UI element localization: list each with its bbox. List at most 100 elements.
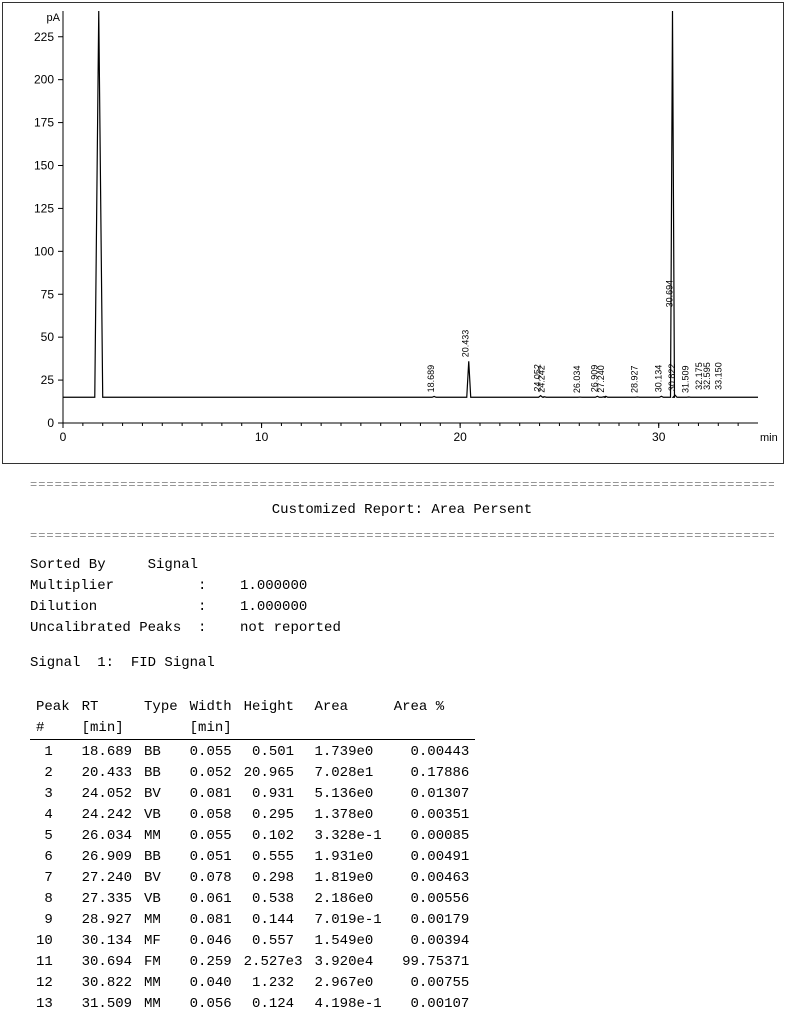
table-cell: 0.00463 — [388, 868, 476, 889]
table-cell: 0.555 — [238, 847, 309, 868]
svg-text:0: 0 — [47, 416, 54, 430]
table-cell: 12 — [30, 973, 76, 994]
chromatogram-plot: 0255075100125150175200225pA0102030min18.… — [2, 2, 784, 464]
meta-block: Sorted By Signal Multiplier : 1.000000 D… — [30, 555, 774, 639]
meta-dilution: Dilution : 1.000000 — [30, 597, 774, 618]
svg-text:30.822: 30.822 — [667, 364, 677, 392]
table-row: 1230.822MM0.040 1.2322.967e0 0.00755 — [30, 973, 475, 994]
table-cell: 0.061 — [184, 889, 238, 910]
table-cell: 2.967e0 — [308, 973, 387, 994]
table-row: 827.335VB0.061 0.5382.186e0 0.00556 — [30, 889, 475, 910]
table-cell: 5.136e0 — [308, 784, 387, 805]
col2-width: [min] — [184, 718, 238, 740]
svg-text:min: min — [760, 432, 778, 444]
table-cell: 0.078 — [184, 868, 238, 889]
table-cell: 0.00179 — [388, 910, 476, 931]
svg-text:225: 225 — [34, 30, 54, 44]
table-cell: 18.689 — [76, 742, 138, 763]
table-cell: 27.240 — [76, 868, 138, 889]
table-cell: 1.819e0 — [308, 868, 387, 889]
table-cell: MM — [138, 994, 184, 1015]
table-cell: 2 — [30, 763, 76, 784]
table-cell: 30.822 — [76, 973, 138, 994]
table-cell: 0.295 — [238, 805, 309, 826]
table-cell: 0.00351 — [388, 805, 476, 826]
table-cell: 1.931e0 — [308, 847, 387, 868]
table-cell: 1 — [30, 742, 76, 763]
svg-text:18.689: 18.689 — [426, 365, 436, 393]
table-cell: 0.538 — [238, 889, 309, 910]
col-height: Height — [238, 697, 309, 718]
table-cell: 20.433 — [76, 763, 138, 784]
table-row: 1030.134MF0.046 0.5571.549e0 0.00394 — [30, 931, 475, 952]
table-cell: 0.259 — [184, 952, 238, 973]
col-areapct: Area % — [388, 697, 476, 718]
table-cell: 0.058 — [184, 805, 238, 826]
table-cell: 28.927 — [76, 910, 138, 931]
table-cell: 3.920e4 — [308, 952, 387, 973]
table-cell: MF — [138, 931, 184, 952]
table-cell: 2.527e3 — [238, 952, 309, 973]
table-cell: 0.102 — [238, 826, 309, 847]
table-cell: 11 — [30, 952, 76, 973]
divider-top: ========================================… — [30, 476, 774, 494]
table-row: 1331.509MM0.056 0.1244.198e-1 0.00107 — [30, 994, 475, 1015]
peak-table-body: 118.689BB0.055 0.5011.739e0 0.00443 220.… — [30, 742, 475, 1015]
table-cell: 0.081 — [184, 910, 238, 931]
table-cell: 30.134 — [76, 931, 138, 952]
table-cell: 26.034 — [76, 826, 138, 847]
table-cell: 3.328e-1 — [308, 826, 387, 847]
table-row: 1130.694FM0.2592.527e33.920e4 99.75371 — [30, 952, 475, 973]
table-cell: 0.01307 — [388, 784, 476, 805]
table-cell: BV — [138, 868, 184, 889]
svg-text:0: 0 — [60, 430, 67, 444]
table-cell: 99.75371 — [388, 952, 476, 973]
col2-rt: [min] — [76, 718, 138, 740]
svg-text:175: 175 — [34, 116, 54, 130]
divider-bottom: ========================================… — [30, 527, 774, 545]
table-cell: 0.046 — [184, 931, 238, 952]
svg-text:125: 125 — [34, 201, 54, 215]
col2-height — [238, 718, 309, 740]
svg-text:32.595: 32.595 — [702, 362, 712, 390]
col2-peak: # — [30, 718, 76, 740]
table-cell: 26.909 — [76, 847, 138, 868]
col-area: Area — [308, 697, 387, 718]
table-cell: 24.052 — [76, 784, 138, 805]
table-cell: 4.198e-1 — [308, 994, 387, 1015]
svg-text:75: 75 — [41, 287, 55, 301]
svg-text:31.509: 31.509 — [681, 366, 691, 394]
signal-line: Signal 1: FID Signal — [30, 653, 774, 674]
table-cell: 9 — [30, 910, 76, 931]
svg-text:200: 200 — [34, 73, 54, 87]
col-width: Width — [184, 697, 238, 718]
col-rt: RT — [76, 697, 138, 718]
svg-text:10: 10 — [255, 430, 269, 444]
table-cell: 4 — [30, 805, 76, 826]
svg-text:20.433: 20.433 — [461, 330, 471, 358]
table-cell: 0.051 — [184, 847, 238, 868]
table-row: 727.240BV0.078 0.2981.819e0 0.00463 — [30, 868, 475, 889]
col2-areapct — [388, 718, 476, 740]
table-cell: 0.055 — [184, 826, 238, 847]
table-cell: 10 — [30, 931, 76, 952]
table-cell: 0.00491 — [388, 847, 476, 868]
svg-text:33.150: 33.150 — [713, 362, 723, 390]
chromatogram-svg: 0255075100125150175200225pA0102030min18.… — [3, 3, 783, 463]
table-cell: BB — [138, 847, 184, 868]
table-cell: FM — [138, 952, 184, 973]
table-cell: 20.965 — [238, 763, 309, 784]
table-cell: 0.00394 — [388, 931, 476, 952]
table-cell: MM — [138, 826, 184, 847]
table-cell: 0.00755 — [388, 973, 476, 994]
table-cell: VB — [138, 805, 184, 826]
table-row: 118.689BB0.055 0.5011.739e0 0.00443 — [30, 742, 475, 763]
table-cell: 1.232 — [238, 973, 309, 994]
table-cell: 0.052 — [184, 763, 238, 784]
table-cell: MM — [138, 973, 184, 994]
table-cell: BB — [138, 742, 184, 763]
table-cell: MM — [138, 910, 184, 931]
table-cell: 30.694 — [76, 952, 138, 973]
table-cell: 27.335 — [76, 889, 138, 910]
table-cell: 7.019e-1 — [308, 910, 387, 931]
